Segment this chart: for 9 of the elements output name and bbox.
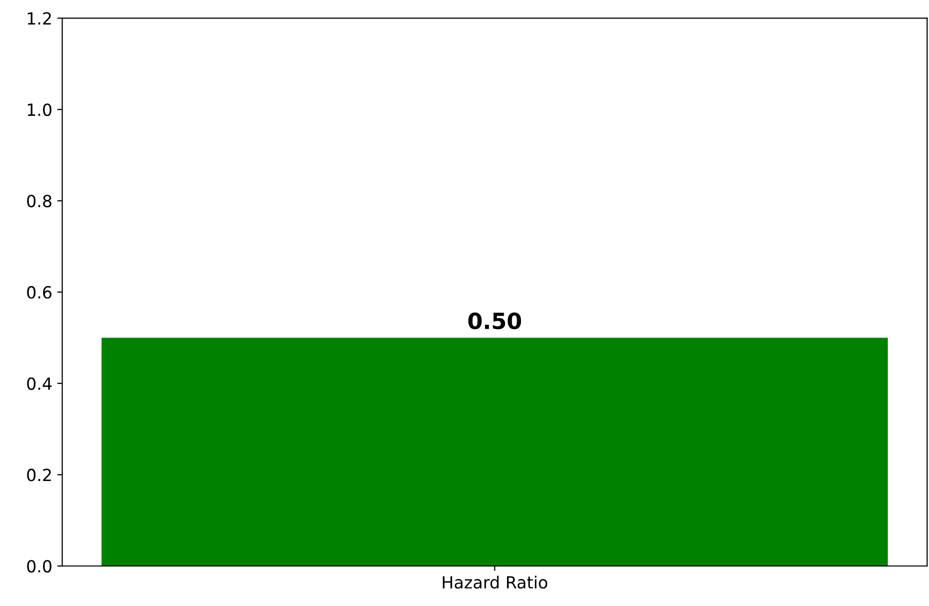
y-tick-label: 1.2 — [28, 12, 51, 25]
y-tick-label: 1.0 — [28, 103, 52, 116]
y-tick-label: 0.6 — [27, 286, 52, 299]
y-tick-label: 0.8 — [27, 194, 52, 208]
y-tick-label: 0.0 — [27, 560, 52, 573]
y-tick-label: 0.2 — [27, 468, 51, 482]
data-label: 0.50 — [468, 312, 522, 330]
x-tick-label: Hazard Ratio — [442, 576, 548, 589]
y-tick-label: 0.4 — [27, 377, 52, 390]
